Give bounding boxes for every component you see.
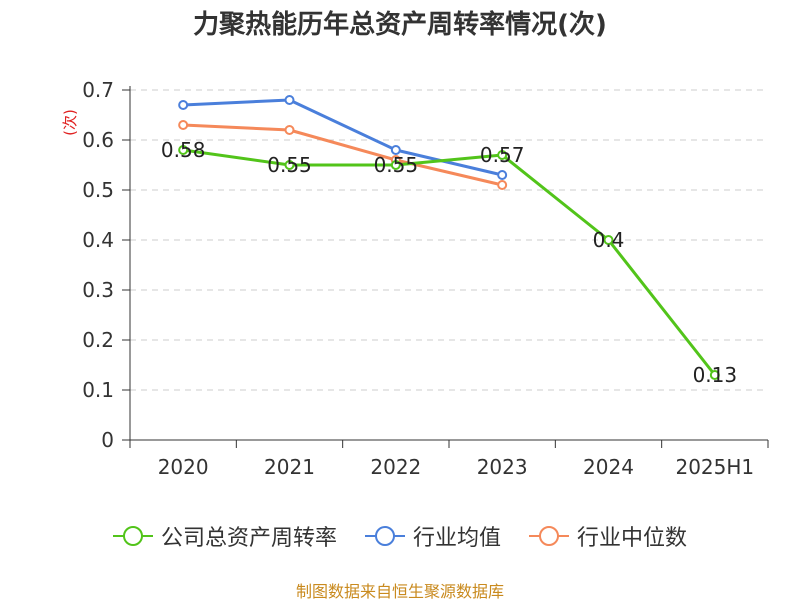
data-label: 0.58 (161, 138, 206, 162)
y-tick-label: 0.3 (82, 278, 114, 302)
data-label: 0.13 (693, 363, 738, 387)
x-tick-label: 2025H1 (675, 455, 754, 479)
y-tick-label: 0.6 (82, 128, 114, 152)
data-point-1 (497, 170, 508, 180)
data-source-note: 制图数据来自恒生聚源数据库 (295, 582, 504, 601)
data-point-0 (390, 160, 401, 170)
legend-swatch-company (112, 526, 153, 546)
legend-item-industry-median[interactable]: 行业中位数 (529, 520, 687, 552)
data-point-2 (497, 180, 508, 190)
legend-label-industry-median: 行业中位数 (577, 526, 688, 551)
legend-swatch-industry-median (529, 526, 569, 546)
data-point-1 (390, 145, 401, 155)
y-tick-label: 0.2 (82, 328, 114, 352)
data-point-0 (709, 370, 720, 380)
data-point-2 (284, 125, 295, 135)
x-tick-label: 2023 (477, 455, 528, 479)
y-tick-label: 0.5 (82, 178, 114, 202)
y-tick-label: 0.1 (82, 378, 114, 402)
data-point-1 (284, 95, 295, 105)
data-label: 0.55 (374, 153, 419, 177)
series-line-1 (183, 98, 503, 177)
data-label: 0.55 (267, 153, 312, 177)
data-point-1 (178, 100, 189, 110)
chart-legend: 公司总资产周转率 行业均值 行业中位数 (0, 520, 800, 552)
series-line-2 (183, 123, 503, 187)
x-tick-label: 2021 (264, 455, 315, 479)
data-label: 0.4 (593, 228, 625, 252)
data-point-0 (178, 145, 189, 155)
legend-swatch-industry-mean (364, 526, 405, 546)
data-point-2 (178, 120, 189, 130)
data-point-0 (284, 160, 295, 170)
x-tick-label: 2024 (583, 455, 634, 479)
legend-label-industry-mean: 行业均值 (412, 526, 501, 551)
y-tick-label: 0.4 (82, 228, 114, 252)
y-tick-label: 0 (101, 428, 114, 452)
x-tick-label: 2022 (370, 455, 421, 479)
data-point-0 (497, 150, 508, 160)
series-line-0 (182, 148, 717, 376)
legend-label-company: 公司总资产周转率 (160, 526, 337, 551)
legend-item-industry-mean[interactable]: 行业均值 (364, 520, 501, 552)
chart-title: 力聚热能历年总资产周转率情况(次) (193, 10, 607, 40)
data-point-0 (603, 235, 614, 245)
x-tick-label: 2020 (158, 455, 209, 479)
y-tick-label: 0.7 (82, 78, 114, 102)
legend-item-company[interactable]: 公司总资产周转率 (112, 520, 337, 552)
data-label: 0.57 (480, 143, 525, 167)
